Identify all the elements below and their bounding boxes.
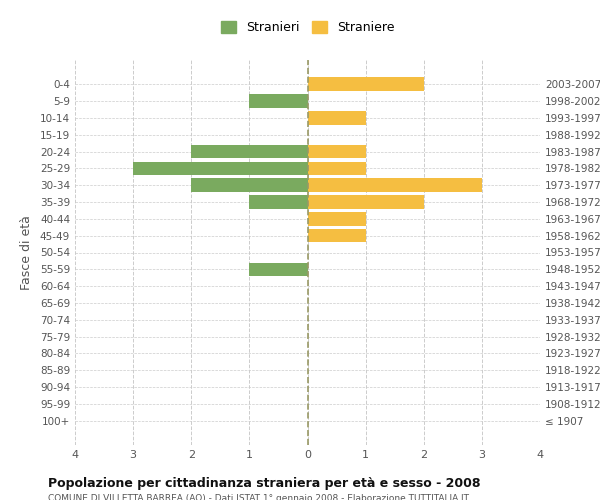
Bar [308, 229, 365, 242]
Bar [191, 178, 308, 192]
Bar [308, 162, 365, 175]
Bar [250, 94, 308, 108]
Bar [308, 212, 365, 226]
Text: Popolazione per cittadinanza straniera per età e sesso - 2008: Popolazione per cittadinanza straniera p… [48, 478, 481, 490]
Bar [308, 196, 424, 209]
Bar [133, 162, 308, 175]
Bar [250, 262, 308, 276]
Legend: Stranieri, Straniere: Stranieri, Straniere [216, 16, 399, 39]
Bar [308, 178, 482, 192]
Y-axis label: Fasce di età: Fasce di età [20, 215, 33, 290]
Bar [250, 196, 308, 209]
Bar [308, 145, 365, 158]
Y-axis label: Anni di nascita: Anni di nascita [596, 206, 600, 298]
Bar [191, 145, 308, 158]
Text: COMUNE DI VILLETTA BARREA (AQ) - Dati ISTAT 1° gennaio 2008 - Elaborazione TUTTI: COMUNE DI VILLETTA BARREA (AQ) - Dati IS… [48, 494, 469, 500]
Bar [308, 111, 365, 124]
Bar [308, 78, 424, 91]
